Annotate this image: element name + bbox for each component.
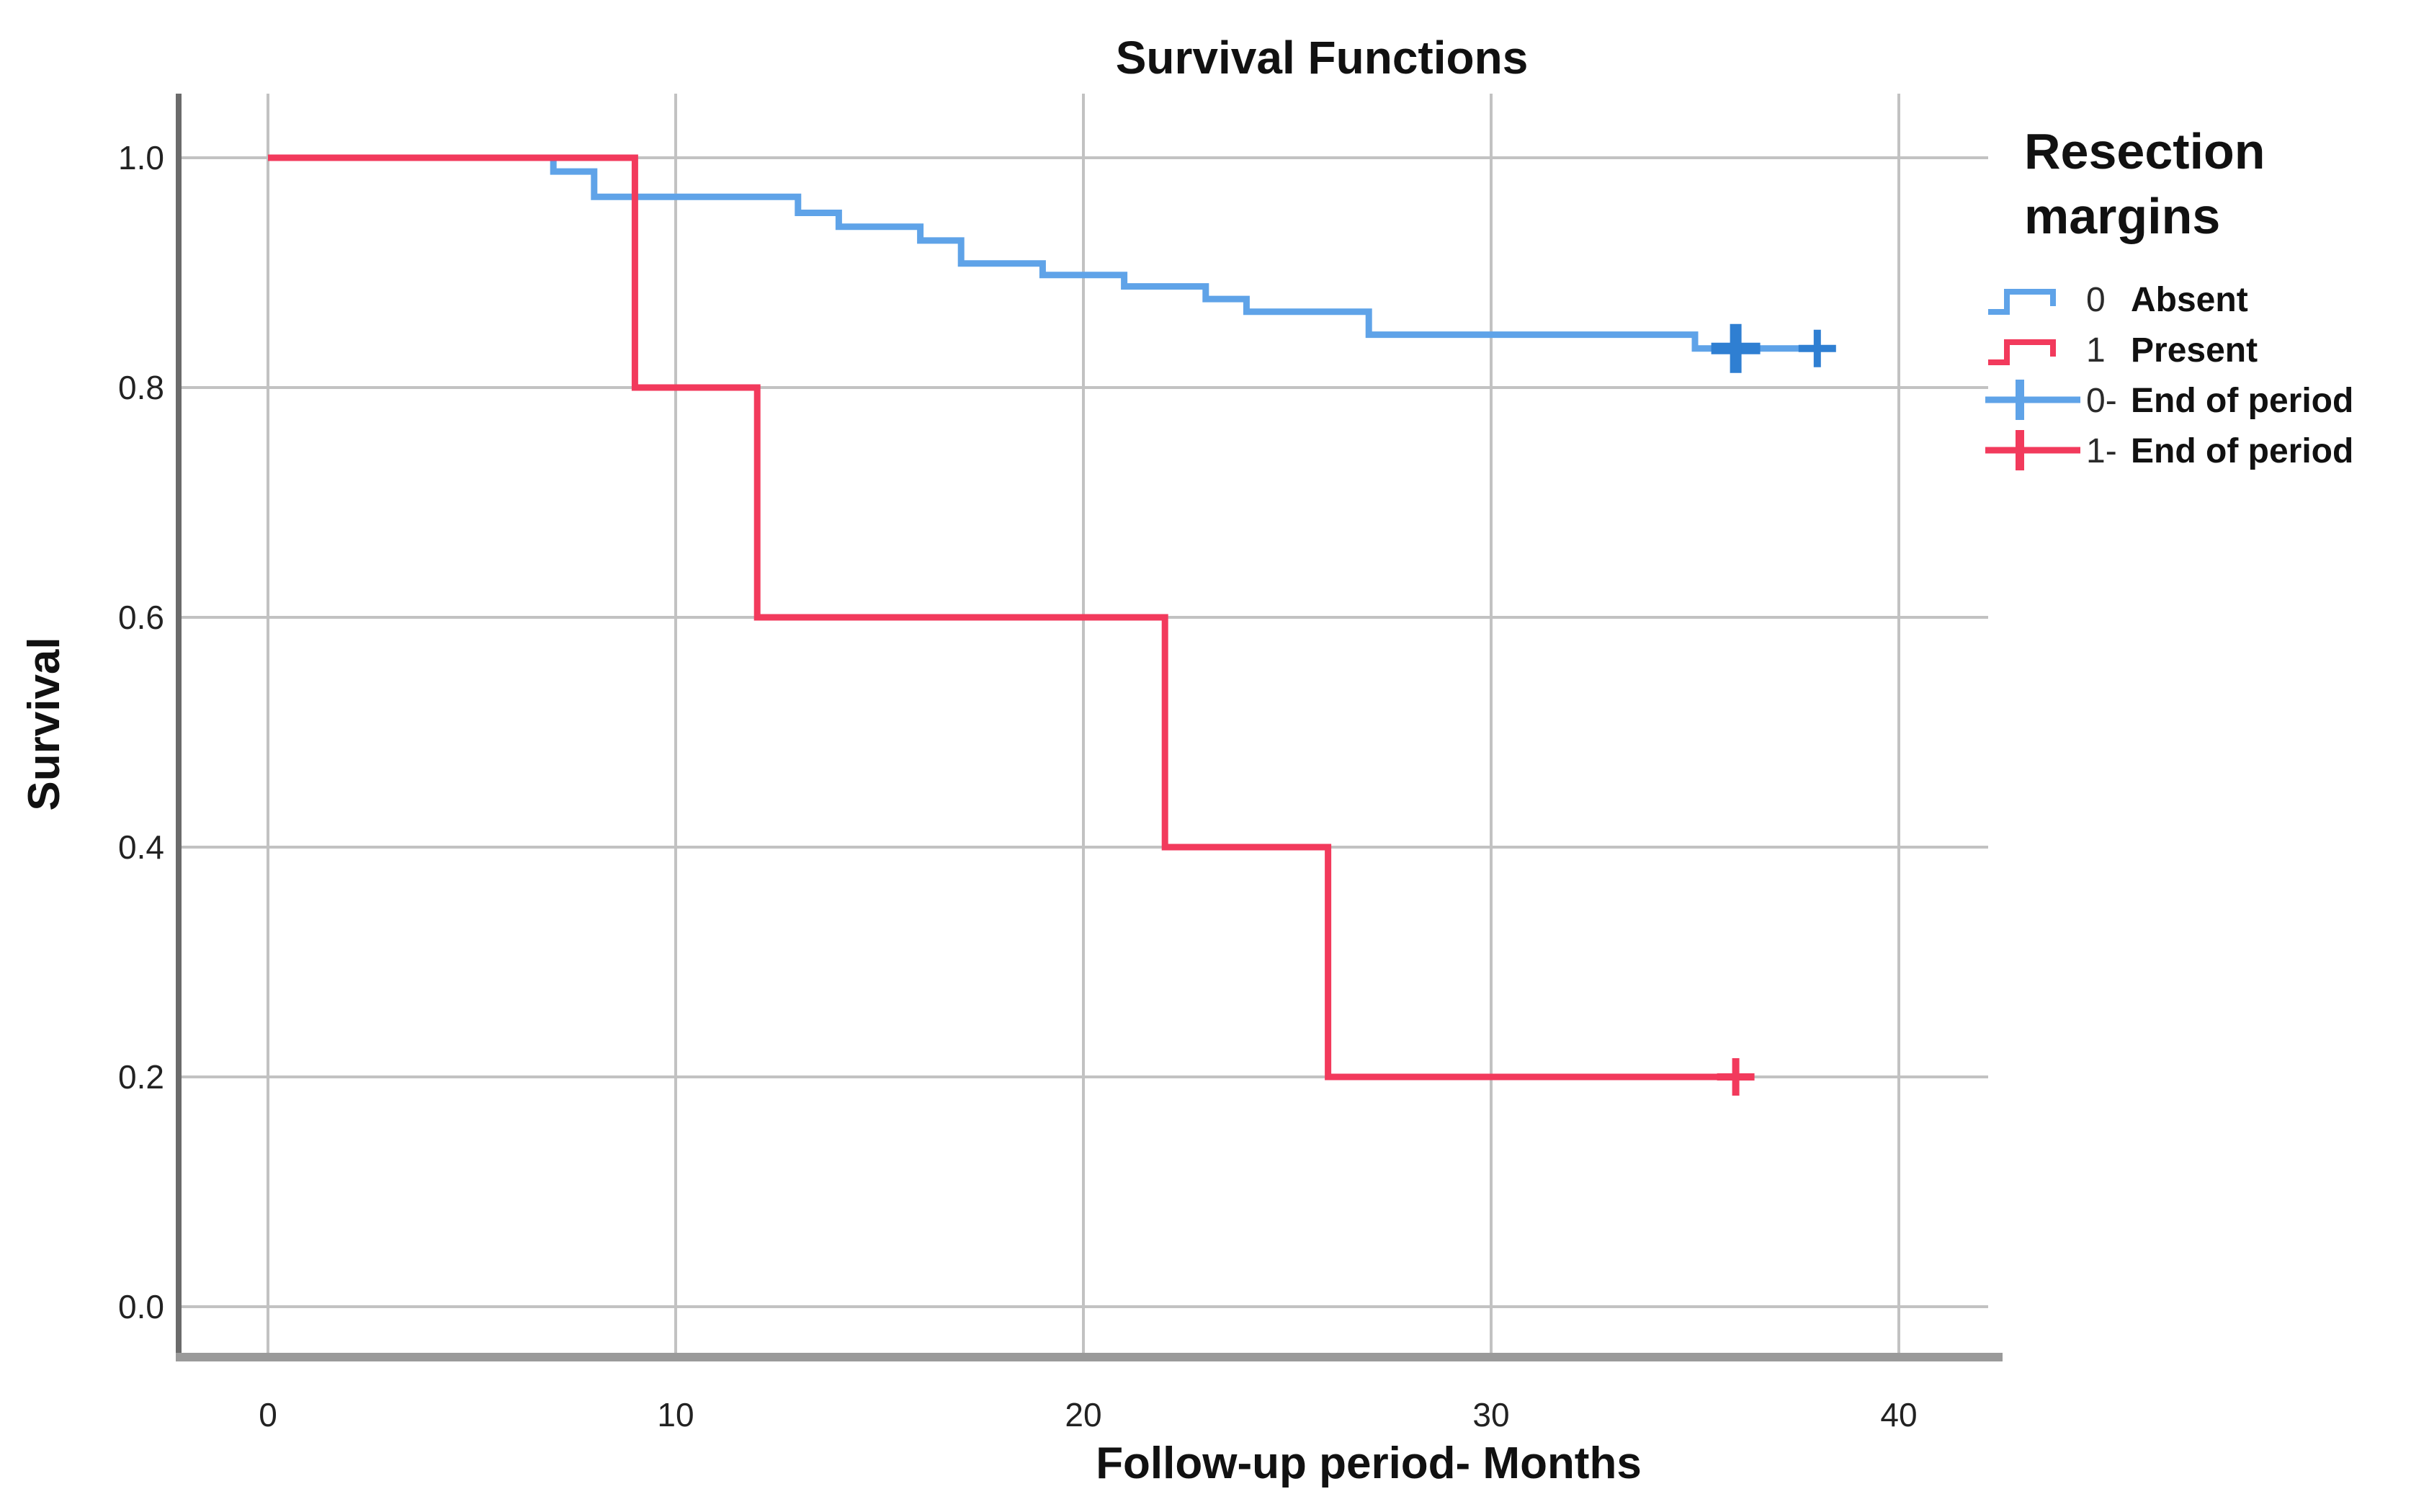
legend-item-code: 0 <box>2086 281 2106 319</box>
legend-step-line-icon <box>1988 289 2056 315</box>
legend: Resection margins 0 Absent 1 Present 0- End of … <box>1985 123 2353 470</box>
legend-step-line-icon <box>1988 339 2056 365</box>
series-line-present <box>268 154 1736 1081</box>
legend-item-label: Present <box>2131 331 2258 370</box>
y-tick-label: 0.4 <box>118 828 164 866</box>
x-tick-label: 30 <box>1472 1396 1509 1433</box>
legend-title-line: Resection <box>2024 123 2265 179</box>
censor-mark <box>1717 1058 1755 1096</box>
series-line-absent <box>268 154 1817 352</box>
series-lines <box>268 154 1817 1081</box>
x-tick-label: 40 <box>1880 1396 1917 1433</box>
axes <box>176 94 2003 1361</box>
y-tick-label: 0.2 <box>118 1058 164 1096</box>
legend-item-end-of-period: 1- End of period <box>1985 430 2353 470</box>
x-axis-label: Follow-up period- Months <box>1096 1439 1642 1488</box>
censor-mark <box>1711 323 1761 373</box>
y-tick-label: 0.6 <box>118 599 164 636</box>
legend-item-code: 0- <box>2086 382 2117 420</box>
x-tick-label: 0 <box>259 1396 277 1433</box>
legend-item-absent: 0 Absent <box>1988 281 2248 319</box>
legend-item-label: End of period <box>2131 382 2353 420</box>
legend-item-label: End of period <box>2131 432 2353 470</box>
legend-item-present: 1 Present <box>1988 331 2258 370</box>
censor-marks <box>1711 323 1836 1096</box>
legend-item-code: 1 <box>2086 331 2106 370</box>
y-tick-label: 0.0 <box>118 1288 164 1325</box>
legend-item-end-of-period: 0- End of period <box>1985 380 2353 420</box>
x-tick-label: 10 <box>657 1396 694 1433</box>
chart-title: Survival Functions <box>1116 32 1529 84</box>
y-axis-label: Survival <box>19 637 69 810</box>
legend-item-code: 1- <box>2086 432 2117 470</box>
legend-item-label: Absent <box>2131 281 2248 319</box>
y-tick-label: 1.0 <box>118 139 164 176</box>
y-tick-labels: 1.0 0.8 0.6 0.4 0.2 0.0 <box>118 139 164 1325</box>
x-tick-label: 20 <box>1065 1396 1101 1433</box>
x-tick-labels: 0 10 20 30 40 <box>259 1396 1917 1433</box>
censor-mark <box>1798 329 1836 367</box>
y-tick-label: 0.8 <box>118 369 164 406</box>
legend-title-line: margins <box>2024 188 2220 244</box>
